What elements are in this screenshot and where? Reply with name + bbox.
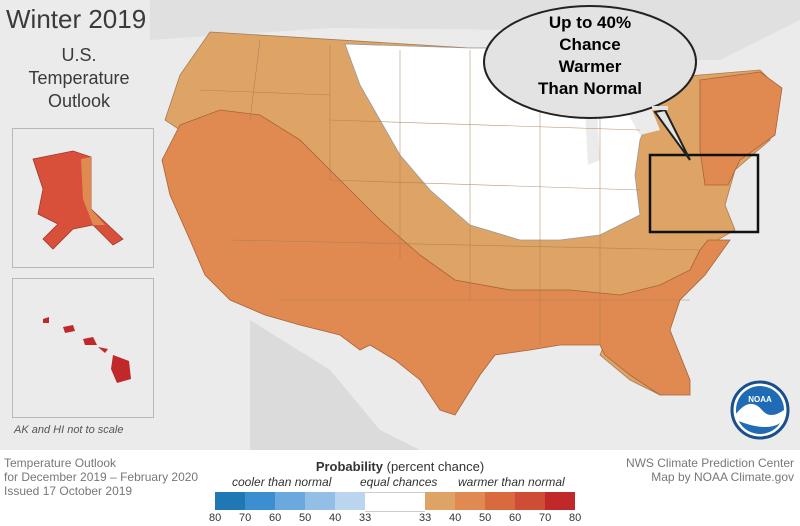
legend-swatch <box>425 492 455 510</box>
legend-tick-label: 60 <box>269 512 282 524</box>
legend-swatch <box>335 492 365 510</box>
callout-line: Warmer <box>559 57 622 76</box>
legend-swatch <box>275 492 305 510</box>
legend-swatch <box>545 492 575 510</box>
legend-tick-label: 80 <box>209 512 222 524</box>
legend-swatch <box>515 492 545 510</box>
legend-swatch <box>215 492 245 510</box>
alaska-inset <box>12 128 154 268</box>
callout-bubble: Up to 40% Chance Warmer Than Normal <box>483 5 697 161</box>
outlook-info: Temperature Outlook for December 2019 – … <box>4 456 199 498</box>
subtitle-line-3: Outlook <box>47 91 111 111</box>
legend-tick-label: 40 <box>449 512 462 524</box>
legend-swatch <box>395 492 425 512</box>
map-title: Winter 2019 <box>6 4 147 34</box>
svg-text:NOAA: NOAA <box>748 395 772 404</box>
legend-tick-label: 50 <box>299 512 312 524</box>
northeast-warmer-50-region <box>699 71 783 186</box>
equal-label: equal chances <box>360 475 438 489</box>
warmer-label: warmer than normal <box>458 475 565 489</box>
legend-swatch <box>485 492 515 510</box>
legend-tick-label: 70 <box>239 512 252 524</box>
subtitle-line-2: Temperature <box>28 68 130 88</box>
legend-tick-label: 60 <box>509 512 522 524</box>
legend-footer: Temperature Outlook for December 2019 – … <box>0 450 800 526</box>
noaa-logo: NOAA <box>730 380 790 440</box>
callout-line: Chance <box>559 35 620 54</box>
credit-info: NWS Climate Prediction Center Map by NOA… <box>625 456 794 484</box>
legend-swatch <box>365 492 395 512</box>
legend-swatch <box>455 492 485 510</box>
callout-line: Up to 40% <box>549 13 631 32</box>
probability-title: Probability (percent chance) <box>315 459 485 474</box>
legend-tick-label: 33 <box>419 512 432 524</box>
scale-note: AK and HI not to scale <box>14 424 124 436</box>
legend-tick-label: 70 <box>539 512 552 524</box>
legend-tick-label: 50 <box>479 512 492 524</box>
us-warmer-50-region <box>161 109 731 416</box>
legend-tick-label: 40 <box>329 512 342 524</box>
highlight-box <box>648 153 760 234</box>
legend-tick-label: 80 <box>569 512 582 524</box>
subtitle-line-1: U.S. <box>61 45 97 65</box>
cooler-label: cooler than normal <box>232 475 332 489</box>
legend-tick-label: 33 <box>359 512 372 524</box>
legend-swatch <box>305 492 335 510</box>
hawaii-inset <box>12 278 154 418</box>
legend-swatch <box>245 492 275 510</box>
callout-line: Than Normal <box>538 79 642 98</box>
